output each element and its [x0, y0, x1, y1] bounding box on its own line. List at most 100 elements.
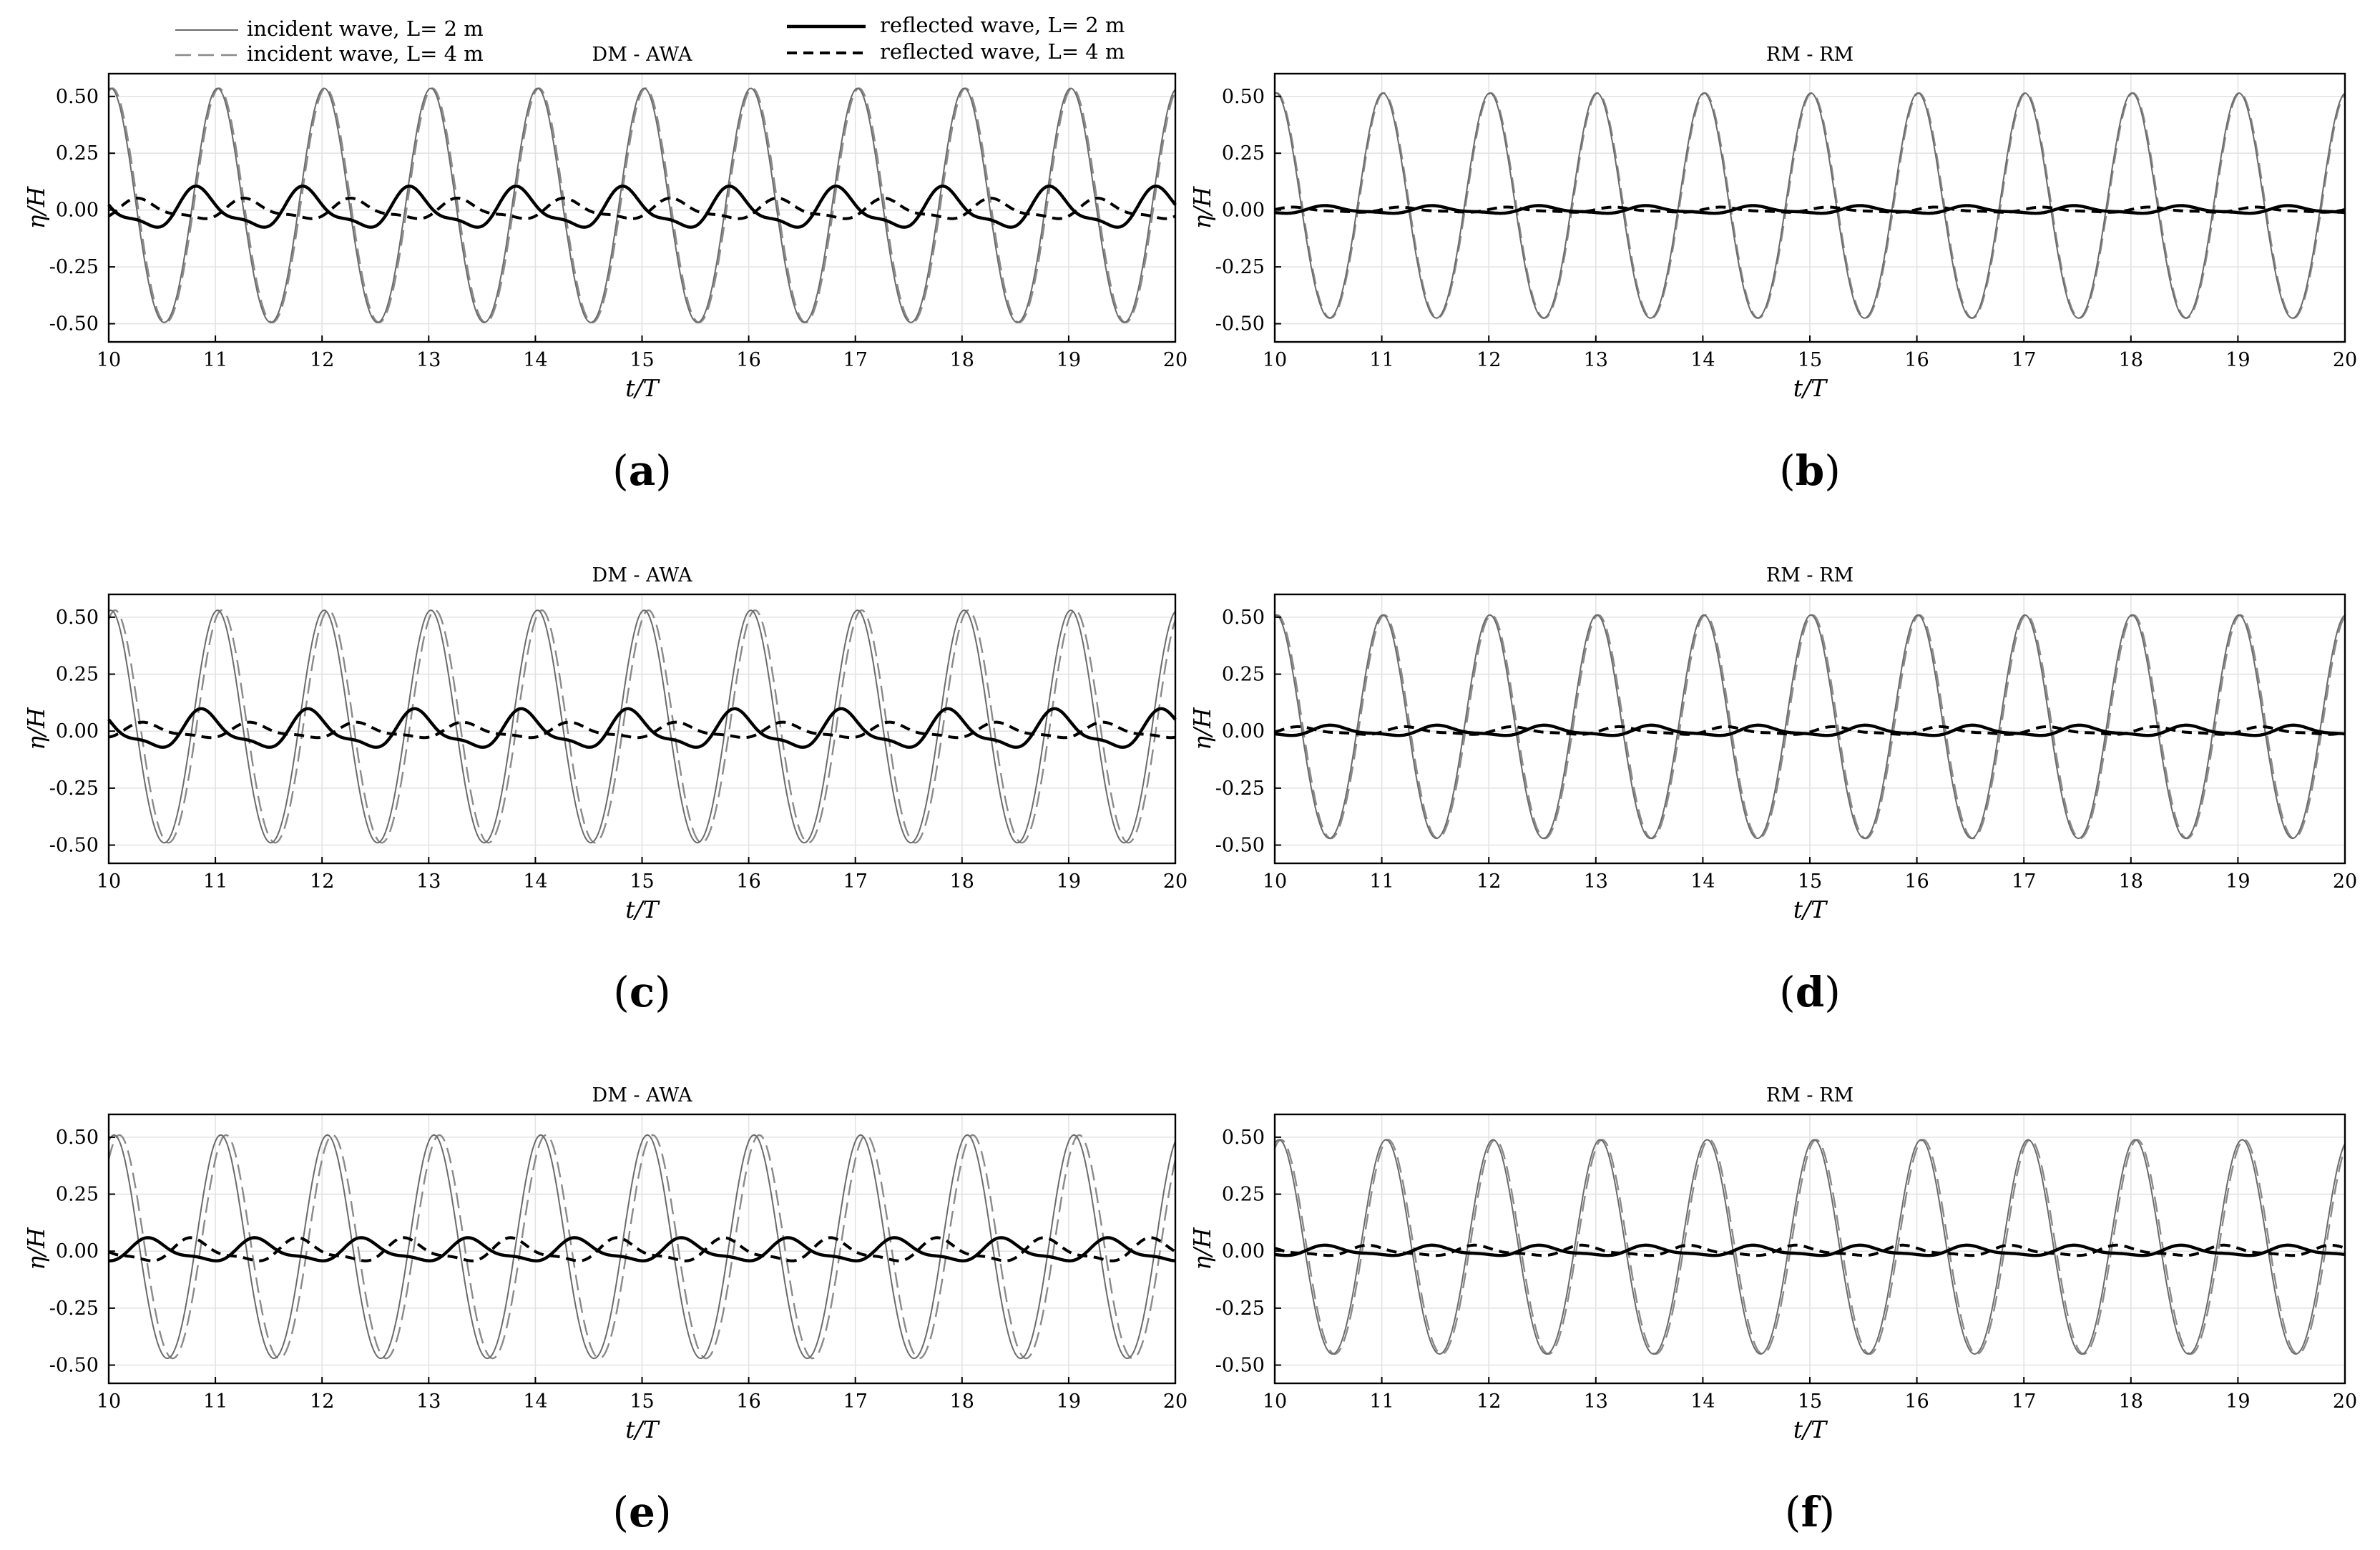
- x-tick-label: 20: [2333, 870, 2357, 893]
- panel-c: 10 11 12 13 14 15 16 17 18 19 20 -0.50 -0.25 0.00 0.25…: [22, 564, 1187, 1016]
- series-inc2: [1274, 614, 2346, 840]
- panel-e: 10 11 12 13 14 15 16 17 18 19 20 -0.50 -0.25 0.00 0.25…: [22, 1084, 1187, 1536]
- series-ref4: [108, 1236, 1177, 1262]
- subfigure-label: (b): [1779, 446, 1841, 495]
- x-tick-label: 12: [1477, 1390, 1501, 1413]
- panel-title: DM - AWA: [592, 1084, 692, 1107]
- x-tick-label: 13: [416, 1390, 441, 1413]
- x-tick-label: 11: [1369, 1390, 1394, 1413]
- x-tick-label: 15: [630, 870, 654, 893]
- x-tick-label: 19: [2225, 870, 2250, 893]
- x-tick-label: 16: [1904, 1390, 1929, 1413]
- x-tick-label: 14: [1690, 349, 1715, 371]
- x-tick-label: 14: [1690, 870, 1715, 893]
- x-tick-label: 19: [1057, 1390, 1081, 1413]
- x-tick-label: 17: [2012, 349, 2036, 371]
- x-tick-label: 12: [1477, 870, 1501, 893]
- panel-f: 10 11 12 13 14 15 16 17 18 19 20 -0.50 -0.25 0.00 0.25…: [1188, 1084, 2357, 1536]
- x-tick-label: 13: [1584, 349, 1608, 371]
- x-tick-label: 10: [97, 349, 121, 371]
- x-tick-label: 10: [1263, 870, 1287, 893]
- y-tick-label: -0.50: [49, 313, 99, 335]
- x-tick-label: 12: [310, 870, 334, 893]
- x-tick-label: 13: [1584, 870, 1608, 893]
- x-tick-label: 20: [1163, 1390, 1187, 1413]
- x-tick-label: 14: [523, 349, 547, 371]
- x-tick-label: 16: [1904, 870, 1929, 893]
- y-tick-label: -0.25: [1215, 256, 1265, 278]
- x-tick-label: 19: [2225, 1390, 2250, 1413]
- x-tick-label: 10: [97, 870, 121, 893]
- y-tick-label: 0.25: [1222, 142, 1265, 165]
- series-ref4: [107, 197, 1177, 220]
- x-axis-label: t/T: [625, 374, 660, 402]
- x-tick-label: 12: [310, 1390, 334, 1413]
- x-tick-label: 16: [736, 1390, 760, 1413]
- x-tick-label: 11: [1369, 349, 1394, 371]
- x-tick-label: 20: [2333, 1390, 2357, 1413]
- series-inc4: [107, 609, 1177, 844]
- x-tick-label: 17: [843, 1390, 868, 1413]
- x-tick-label: 20: [2333, 349, 2357, 371]
- series-inc4: [107, 1134, 1177, 1360]
- y-tick-label: -0.50: [1215, 313, 1265, 335]
- series-inc2: [108, 609, 1176, 844]
- panel-title: RM - RM: [1766, 564, 1853, 587]
- series-ref2: [107, 185, 1177, 229]
- series-ref4: [1274, 725, 2346, 736]
- y-tick-label: 0.25: [1222, 664, 1265, 686]
- x-tick-label: 15: [630, 1390, 654, 1413]
- x-tick-label: 16: [1904, 349, 1929, 371]
- x-tick-label: 20: [1163, 349, 1187, 371]
- series-ref2: [109, 1236, 1176, 1262]
- panel-title: DM - AWA: [592, 44, 692, 66]
- series-inc2: [108, 87, 1176, 323]
- x-tick-label: 18: [2119, 1390, 2143, 1413]
- y-tick-label: -0.50: [49, 1355, 99, 1377]
- y-tick-label: 0.50: [56, 1127, 99, 1149]
- y-tick-label: 0.50: [1222, 1127, 1265, 1149]
- legend-label-ref2: reflected wave, L= 2 m: [880, 13, 1125, 37]
- x-tick-label: 16: [736, 349, 760, 371]
- x-tick-label: 14: [523, 870, 547, 893]
- series-inc4: [1273, 1139, 2346, 1355]
- y-tick-label: -0.25: [1215, 778, 1265, 800]
- x-tick-label: 11: [203, 870, 227, 893]
- x-tick-label: 20: [1163, 870, 1187, 893]
- series-inc2: [1274, 92, 2346, 319]
- y-axis-label: η/H: [22, 185, 50, 229]
- x-tick-label: 18: [950, 349, 974, 371]
- x-tick-label: 11: [203, 349, 227, 371]
- x-tick-label: 13: [416, 349, 441, 371]
- x-tick-label: 11: [1369, 870, 1394, 893]
- y-tick-label: 0.00: [56, 720, 99, 742]
- x-tick-label: 10: [1263, 1390, 1287, 1413]
- x-tick-label: 19: [1057, 870, 1081, 893]
- y-axis-label: η/H: [1188, 185, 1216, 229]
- y-tick-label: 0.50: [56, 607, 99, 629]
- x-tick-label: 10: [97, 1390, 121, 1413]
- legend-label-ref4: reflected wave, L= 4 m: [880, 39, 1125, 64]
- x-tick-label: 17: [2012, 870, 2036, 893]
- y-tick-label: 0.50: [1222, 86, 1265, 108]
- x-tick-label: 12: [310, 349, 334, 371]
- legend-label-inc4: incident wave, L= 4 m: [247, 41, 484, 66]
- y-tick-label: 0.25: [56, 664, 99, 686]
- y-tick-label: 0.25: [56, 1184, 99, 1206]
- x-tick-label: 12: [1477, 349, 1501, 371]
- x-tick-label: 14: [523, 1390, 547, 1413]
- y-tick-label: -0.50: [1215, 835, 1265, 857]
- panel-title: RM - RM: [1766, 44, 1853, 66]
- y-tick-label: -0.25: [49, 256, 99, 278]
- x-axis-label: t/T: [625, 1416, 660, 1443]
- series-ref2: [1274, 723, 2346, 737]
- panel-d: 10 11 12 13 14 15 16 17 18 19 20 -0.50 -0.25 0.00 0.25…: [1188, 564, 2357, 1016]
- y-tick-label: -0.25: [49, 1298, 99, 1320]
- x-axis-label: t/T: [1793, 374, 1828, 402]
- x-tick-label: 11: [203, 1390, 227, 1413]
- subfigure-label: (f): [1785, 1488, 1835, 1536]
- y-tick-label: 0.00: [1222, 200, 1265, 222]
- x-tick-label: 15: [630, 349, 654, 371]
- y-axis-label: η/H: [1188, 707, 1216, 750]
